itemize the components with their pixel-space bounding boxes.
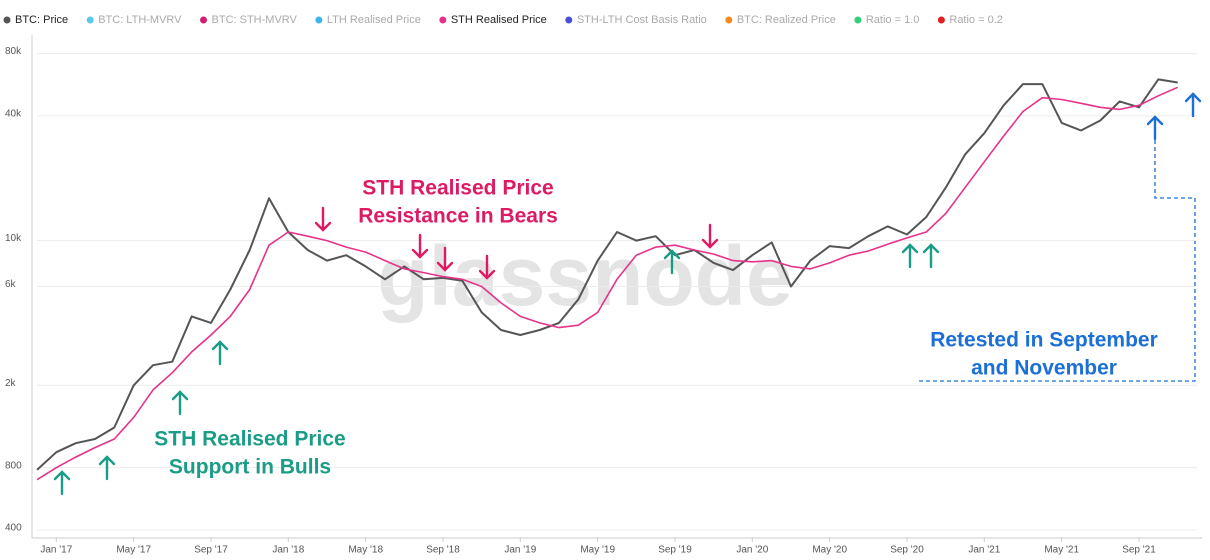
arrow-head bbox=[53, 470, 71, 481]
legend-label: BTC: LTH-MVRV bbox=[98, 14, 182, 26]
annotation-arrow bbox=[701, 223, 719, 249]
arrow-head bbox=[663, 249, 681, 260]
legend-dot bbox=[439, 16, 447, 24]
y-tick-label: 40k bbox=[5, 109, 22, 120]
y-tick-label: 6k bbox=[5, 279, 17, 290]
arrow-head bbox=[171, 390, 189, 401]
arrow-head bbox=[98, 455, 116, 466]
legend-label: STH-LTH Cost Basis Ratio bbox=[577, 14, 707, 26]
annotation-arrow bbox=[171, 390, 189, 416]
x-tick-label: Jan '19 bbox=[504, 545, 536, 556]
arrow-head bbox=[1184, 92, 1202, 103]
dashed-guide bbox=[917, 140, 1196, 382]
arrow-head bbox=[411, 248, 429, 259]
annotation-text: STH Realised Price bbox=[362, 177, 553, 200]
arrow-head bbox=[922, 243, 940, 254]
arrow-head bbox=[478, 269, 496, 280]
x-tick-label: Sep '18 bbox=[426, 545, 460, 556]
annotation-arrow bbox=[211, 340, 229, 366]
legend-label: LTH Realised Price bbox=[327, 14, 421, 26]
x-tick-label: Jan '21 bbox=[968, 545, 1000, 556]
y-tick-label: 2k bbox=[5, 378, 17, 389]
x-tick-label: May '21 bbox=[1044, 545, 1079, 556]
x-tick-label: Sep '19 bbox=[658, 545, 692, 556]
annotation-text: Resistance in Bears bbox=[358, 205, 558, 228]
annotation-arrow bbox=[314, 206, 332, 232]
arrow-head bbox=[211, 340, 229, 351]
annotation-arrow bbox=[663, 249, 681, 275]
annotation-arrow bbox=[901, 243, 919, 269]
legend-label: BTC: Realized Price bbox=[737, 14, 836, 26]
arrow-head bbox=[901, 243, 919, 254]
arrow-head bbox=[701, 238, 719, 249]
annotation-arrow bbox=[1146, 115, 1164, 141]
x-tick-label: Jan '18 bbox=[272, 545, 304, 556]
legend-dot bbox=[725, 16, 733, 24]
y-tick-label: 10k bbox=[5, 233, 22, 244]
annotation-arrow bbox=[478, 254, 496, 280]
x-tick-label: May '19 bbox=[580, 545, 615, 556]
x-tick-label: Jan '17 bbox=[40, 545, 72, 556]
legend-label: BTC: Price bbox=[15, 14, 68, 26]
arrow-head bbox=[314, 221, 332, 232]
arrow-head bbox=[1146, 115, 1164, 126]
series-line bbox=[36, 78, 1178, 471]
legend-dot bbox=[937, 16, 945, 24]
annotation-arrow bbox=[436, 246, 454, 272]
annotation-text: and November bbox=[971, 357, 1117, 380]
x-tick-label: May '18 bbox=[348, 545, 383, 556]
x-tick-label: Sep '21 bbox=[1122, 545, 1156, 556]
y-tick-label: 400 bbox=[5, 523, 22, 534]
annotation-text: Support in Bulls bbox=[169, 456, 331, 479]
x-tick-label: Sep '17 bbox=[194, 545, 228, 556]
x-tick-label: Jan '20 bbox=[736, 545, 768, 556]
x-tick-label: May '20 bbox=[812, 545, 847, 556]
y-tick-label: 800 bbox=[5, 460, 22, 471]
legend-dot bbox=[854, 16, 862, 24]
retest-guide bbox=[917, 140, 1196, 382]
legend-dot bbox=[86, 16, 94, 24]
legend-label: Ratio = 0.2 bbox=[949, 14, 1003, 26]
annotation-arrow bbox=[922, 243, 940, 269]
annotation-arrow bbox=[98, 455, 116, 481]
legend-label: Ratio = 1.0 bbox=[866, 14, 920, 26]
annotation-arrow bbox=[1184, 92, 1202, 118]
watermark: glassnode bbox=[377, 229, 792, 323]
legend-label: BTC: STH-MVRV bbox=[212, 14, 298, 26]
legend-dot bbox=[3, 16, 11, 24]
series-line bbox=[36, 86, 1179, 481]
legend-dot bbox=[565, 16, 573, 24]
legend-dot bbox=[200, 16, 208, 24]
annotation-text: STH Realised Price bbox=[154, 428, 345, 451]
y-tick-label: 80k bbox=[5, 46, 22, 57]
annotation-arrow bbox=[53, 470, 71, 496]
annotation-text: Retested in September bbox=[930, 329, 1158, 352]
annotation-arrow bbox=[411, 233, 429, 259]
legend-dot bbox=[315, 16, 323, 24]
arrow-head bbox=[436, 261, 454, 272]
legend-label: STH Realised Price bbox=[451, 14, 547, 26]
x-tick-label: May '17 bbox=[116, 545, 151, 556]
x-tick-label: Sep '20 bbox=[890, 545, 924, 556]
